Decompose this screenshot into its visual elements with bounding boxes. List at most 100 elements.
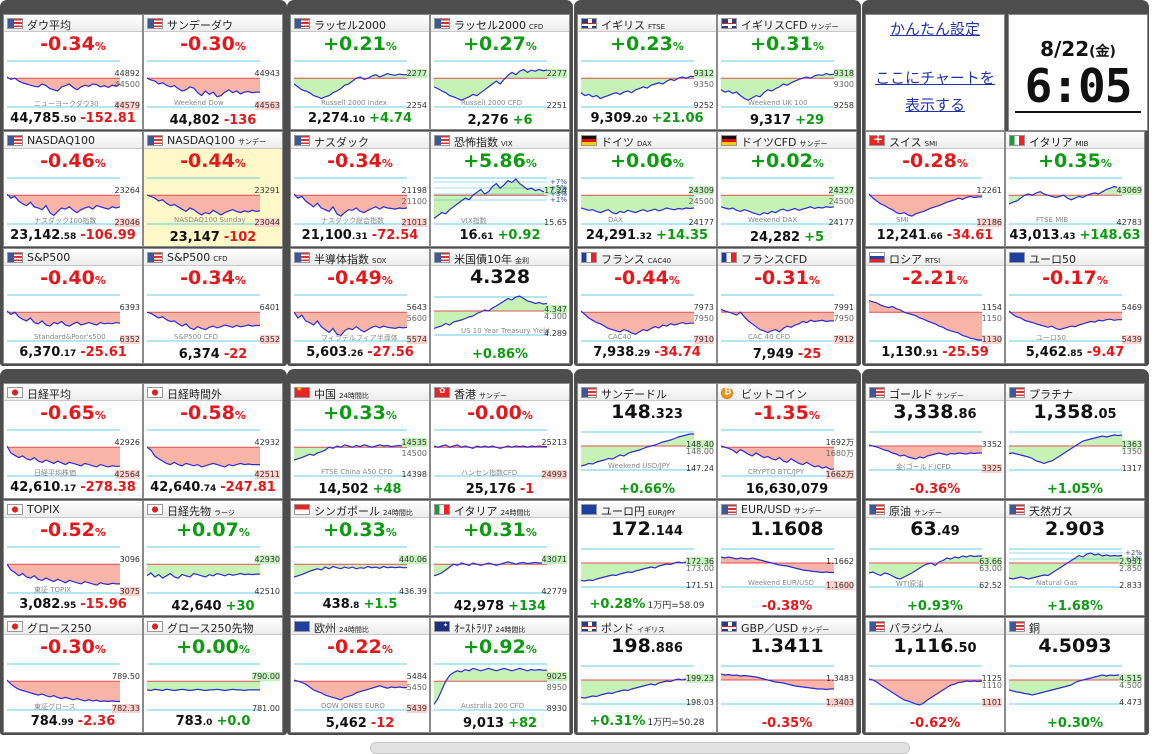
tile-name: 日経先物 ラージ: [167, 503, 235, 517]
tile-mib[interactable]: イタリア MIB +0.35% FTSE MIB 43069 42783 43,013.43…: [1005, 131, 1145, 247]
chart-watermark: Weekend UK 100: [748, 99, 808, 107]
tile-price: 4.5093: [1009, 633, 1141, 659]
footer-delta: +21.06: [651, 111, 704, 126]
tile-growth250[interactable]: グロース250 -0.30% 東証グロース 789.50 782.33 784.99 -2.…: [3, 617, 143, 733]
change-value: -0.28: [902, 150, 957, 172]
chart-price-line: [869, 678, 983, 706]
chart-price-line: [294, 565, 407, 578]
footer-price-dec: .20: [631, 115, 648, 125]
tile-ftse[interactable]: イギリス FTSE +0.23% 9312 9252 9350 9,309.20 +21.06: [577, 14, 717, 130]
tile-cac40_cfd[interactable]: フランスCFD -0.31% CAC 40 CFD 7991 7912 7950 7,949…: [717, 248, 857, 364]
tile-us10y[interactable]: 米国債10年 金利 4.328 US 10 Year Treasury Yield 4.…: [430, 248, 570, 364]
tile-name: EUR/USD サンデー: [741, 503, 822, 516]
tile-russell2000[interactable]: ラッセル2000 +0.21% Russell 2000 Index 2277 2254…: [290, 14, 430, 130]
change-value: -2.21: [902, 267, 957, 289]
horizontal-scrollbar[interactable]: [370, 742, 910, 754]
tile-sp500_cfd[interactable]: S&P500 CFD -0.34% S&P500 CFD 6401 6352 6,374 -2…: [143, 248, 283, 364]
tile-bitcoin[interactable]: ビットコイン-1.35% CRYPTO BTC/JPY 1692万 1662万 1680…: [717, 383, 857, 499]
tile-gold[interactable]: ゴールド サンデー 3,338.86 金(ゴールド)CFD 3352 3325 -0.36%: [865, 383, 1005, 499]
price-chart: [294, 177, 408, 225]
tile-name: 欧州 24時間比: [314, 620, 369, 634]
tile-eurjpy[interactable]: ユーロ円 EUR/JPY 172.144 172.36 171.51 173.00 +0.2…: [577, 500, 717, 616]
footer-price-dec: .50: [60, 115, 77, 125]
tile-dow_sun[interactable]: サンデーダウ -0.30% Weekend Dow 44943 44563 44,802-…: [143, 14, 283, 130]
tile-growth250_fut[interactable]: グロース250先物 +0.00% 790.00 781.00 783.0 +0.0: [143, 617, 283, 733]
chart-area: [294, 312, 407, 336]
tile-semis[interactable]: 半導体指数 SOX -0.49% フィラデルフィア半導体 5643 5574 5600 5,6…: [290, 248, 430, 364]
change-pct: %: [234, 40, 246, 53]
chart-watermark: S&P500 CFD: [174, 333, 219, 341]
show-chart-link-line2[interactable]: 表示する: [904, 96, 965, 114]
tile-name-text: イギリス: [601, 19, 645, 32]
tile-europe[interactable]: 欧州 24時間比 -0.22% DOW JONES EURO 5484 5439 5450 5…: [290, 617, 430, 733]
tile-ftse_cfd[interactable]: イギリスCFD サンデー +0.31% Weekend UK 100 9318 9258 9…: [717, 14, 857, 130]
axis-low-label: 15.65: [544, 218, 567, 227]
time-underline: [1015, 111, 1141, 113]
tile-name-sub: EUR/JPY: [648, 509, 676, 517]
tile-euro50[interactable]: ユーロ50 -0.17% ユーロ50 5469 5439 5,462.85 -9.47: [1005, 248, 1145, 364]
tile-palladium[interactable]: パラジウム 1,116.50 1125 1101 1110 -0.62%: [865, 617, 1005, 733]
change-pct: %: [525, 157, 537, 170]
tile-russell2000_cfd[interactable]: ラッセル2000 CFD +0.27% Russell 2000 CFD 2277 225…: [430, 14, 570, 130]
tile-nasdaq[interactable]: ナスダック -0.34% ナスダック総合指数 21198 21013 21100 21,10…: [290, 131, 430, 247]
price-chart: [721, 177, 835, 225]
tile-name-text: NASDAQ100: [27, 134, 95, 147]
tile-dow[interactable]: ダウ平均 -0.34% ニューヨークダウ30 44892 44579 44500 44,78…: [3, 14, 143, 130]
change-pct: %: [94, 40, 106, 53]
tile-cac40[interactable]: フランス CAC40 -0.44% CAC40 7973 7910 7950 7,938.29…: [577, 248, 717, 364]
chart-watermark: Natural Gas: [1036, 579, 1078, 587]
tile-eurusd[interactable]: EUR/USD サンデー 1.1608 Weekend EUR/USD 1.1662 1.…: [717, 500, 857, 616]
price-chart: [721, 548, 834, 588]
tile-nikkei_night[interactable]: 日経時間外 -0.58% 42932 42511 42,640.74 -247.81: [143, 383, 283, 499]
tile-platinum[interactable]: プラチナ 1,358.05 1363 1317 1350 +1.05%: [1005, 383, 1145, 499]
footer-price-main: 42,610: [10, 480, 61, 495]
simple-settings-link[interactable]: かんたん設定: [889, 20, 980, 38]
tile-pound[interactable]: ポンド イギリス 198.886 199.23 198.03 +0.31% 1万円=50.2…: [577, 617, 717, 733]
tile-usdjpy[interactable]: サンデードル 148.323 Weekend USD/JPY 148.40 147.24…: [577, 383, 717, 499]
tile-italy_cfd[interactable]: イタリア 24時間比 +0.31% 43071 42779 42,978 +134: [430, 500, 570, 616]
footer-price-dec: .66: [926, 232, 943, 242]
chart-price-line: [1009, 185, 1123, 205]
tile-oil[interactable]: 原油 サンデー 63.49 WTI原油 63.66 62.52 63.00 +0.93%: [865, 500, 1005, 616]
tile-vix[interactable]: 恐怖指数 VIX +5.86% VIX指数 17.24 15.65 +7% +5% +3% +1%…: [430, 131, 570, 247]
show-chart-link-line1[interactable]: ここにチャートを: [875, 69, 995, 87]
tile-gbpusd[interactable]: GBP／USD サンデー 1.3411 1.3483 1.3403 -0.35%: [717, 617, 857, 733]
tile-change: +0.33%: [294, 519, 426, 544]
tile-nasdaq100[interactable]: NASDAQ100 -0.46% ナスダック100指数 23264 23046 23,14…: [3, 131, 143, 247]
flag-us-icon: [7, 18, 23, 29]
tile-name-sub: サンデー: [238, 138, 266, 146]
axis-high-label: 23264: [114, 186, 140, 195]
tile-name: NASDAQ100: [27, 134, 95, 147]
flag-sg-icon: [294, 504, 310, 515]
price-chart: [294, 663, 407, 711]
tile-name: サンデーダウ: [167, 17, 233, 31]
axis-mid-label: 1680万: [825, 449, 854, 458]
price-chart: [581, 60, 694, 108]
tile-nikkei_fut[interactable]: 日経先物 ラージ +0.07% 42930 42510 42,640 +30: [143, 500, 283, 616]
tile-copper[interactable]: 銅 4.5093 4.515 4.473 4.500 +0.30%: [1005, 617, 1145, 733]
tile-rtsi[interactable]: ロシア RTSI -2.21% 1154 1130 1150 1,130.91 -25.59: [865, 248, 1005, 364]
chart-area: [869, 679, 982, 705]
footer-sub: 1万円=58.09: [647, 601, 705, 611]
tile-natgas[interactable]: 天然ガス 2.903 Natural Gas 2.931 2.833 2.850 +2% +1…: [1005, 500, 1145, 616]
price-chart: [434, 429, 547, 477]
chart-price-line: [434, 444, 547, 450]
tile-topix[interactable]: TOPIX -0.52% 東証 TOPIX 3096 3075 3,082.95 -15.9…: [3, 500, 143, 616]
tile-dax[interactable]: ドイツ DAX +0.06% DAX 24309 24177 24500 24,291.32 +…: [577, 131, 717, 247]
tile-change: +5.86%: [434, 150, 566, 175]
tile-dax_cfd[interactable]: ドイツCFD サンデー +0.02% Weekend DAX 24327 24177 245…: [717, 131, 857, 247]
tile-nikkei[interactable]: 日経平均 -0.65% 日経平均株価 42926 42564 42,610.17 -278.…: [3, 383, 143, 499]
tile-sp500[interactable]: S&P500 -0.40% Standard&Poor's500 6393 6352 6,…: [3, 248, 143, 364]
chart-price-line: [1009, 674, 1122, 696]
tile-singapore[interactable]: シンガポール 24時間比 +0.33% 440.06 436.39 438.8 +1.5: [290, 500, 430, 616]
footer-price-main: 9,317: [749, 113, 792, 128]
tile-name-text: 中国: [314, 388, 336, 401]
tile-nasdaq100_sun[interactable]: NASDAQ100 サンデー -0.44% NASDAQ100 Sunday 23291…: [143, 131, 283, 247]
tile-name-sub: CAC40: [647, 257, 672, 265]
tile-name-text: ｵｰｽﾄﾗﾘｱ: [454, 622, 493, 635]
